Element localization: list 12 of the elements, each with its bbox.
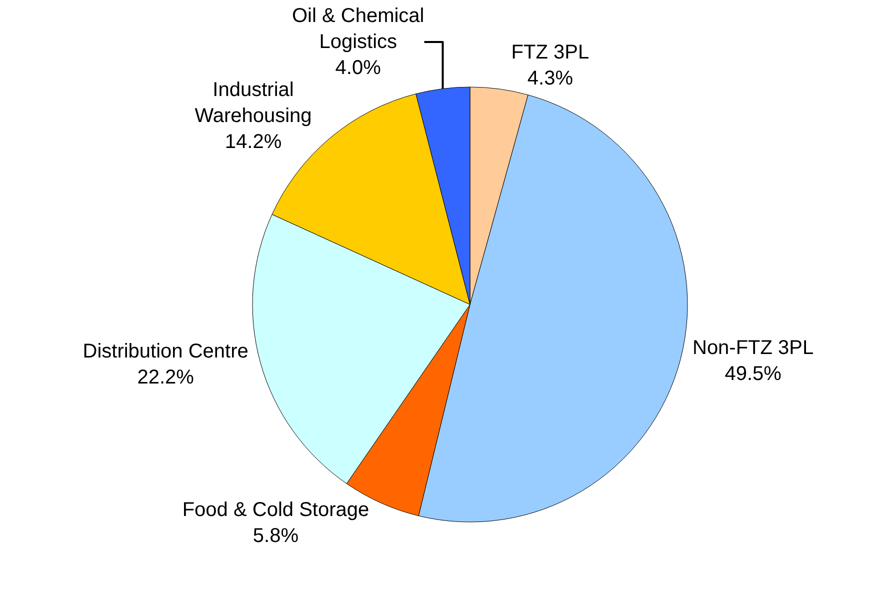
data-label: 22.2% <box>137 366 194 388</box>
slice-label: Food & Cold Storage <box>182 499 370 522</box>
slice-label: Oil & Chemical Logistics <box>292 5 424 54</box>
slice-label: Non-FTZ 3PL <box>692 336 814 359</box>
data-label: 14.2% <box>224 131 282 154</box>
slice-label: Distribution Centre <box>82 340 248 362</box>
slice-label: Industrial Warehousing <box>194 79 312 128</box>
data-label: 4.0% <box>335 57 382 80</box>
data-label: 4.3% <box>527 67 574 90</box>
slice-label: FTZ 3PL <box>511 41 590 64</box>
data-label: 5.8% <box>252 525 299 548</box>
data-label: 49.5% <box>724 362 782 385</box>
